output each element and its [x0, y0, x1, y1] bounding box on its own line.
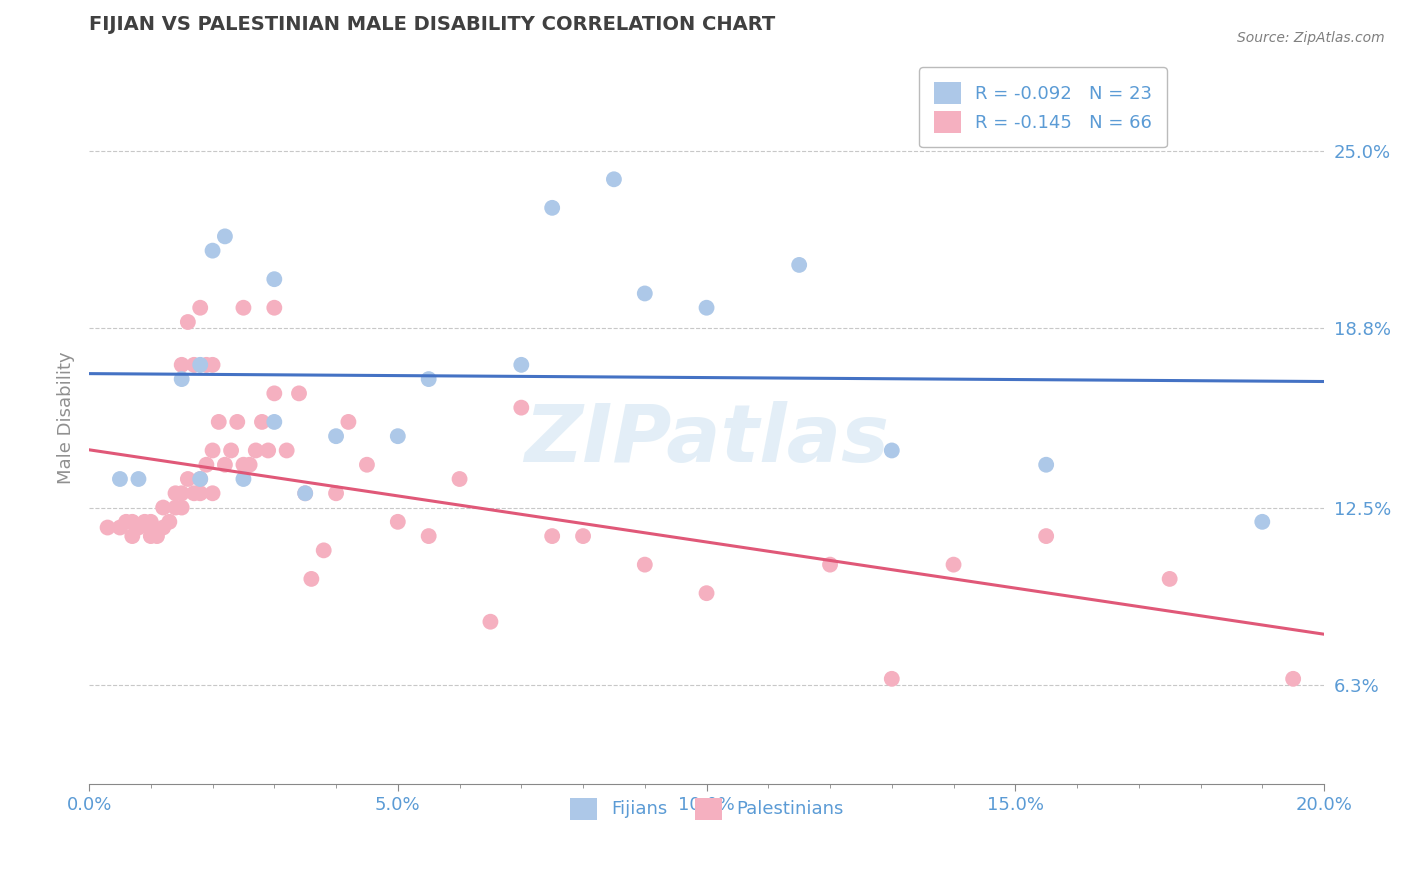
- Point: [276, 443, 298, 458]
- Point: [195, 458, 218, 472]
- Point: [1282, 672, 1305, 686]
- Point: [294, 486, 316, 500]
- Point: [177, 472, 200, 486]
- Point: [1035, 529, 1057, 543]
- Point: [127, 472, 149, 486]
- Point: [245, 443, 267, 458]
- Point: [787, 258, 810, 272]
- Point: [157, 515, 180, 529]
- Point: [312, 543, 335, 558]
- Point: [510, 358, 533, 372]
- Point: [183, 486, 205, 500]
- Legend: Fijians, Palestinians: Fijians, Palestinians: [562, 790, 851, 827]
- Point: [239, 458, 262, 472]
- Point: [97, 520, 120, 534]
- Point: [188, 472, 211, 486]
- Point: [250, 415, 273, 429]
- Point: [479, 615, 502, 629]
- Point: [139, 529, 162, 543]
- Y-axis label: Male Disability: Male Disability: [58, 351, 75, 484]
- Point: [1251, 515, 1274, 529]
- Point: [170, 358, 193, 372]
- Point: [510, 401, 533, 415]
- Point: [1159, 572, 1181, 586]
- Point: [263, 386, 285, 401]
- Point: [201, 486, 224, 500]
- Point: [127, 520, 149, 534]
- Point: [325, 429, 347, 443]
- Point: [201, 358, 224, 372]
- Point: [232, 458, 254, 472]
- Point: [108, 520, 131, 534]
- Point: [356, 458, 378, 472]
- Point: [257, 443, 280, 458]
- Point: [134, 515, 156, 529]
- Point: [201, 443, 224, 458]
- Point: [152, 500, 174, 515]
- Point: [418, 372, 440, 386]
- Point: [214, 458, 236, 472]
- Point: [214, 229, 236, 244]
- Point: [634, 286, 657, 301]
- Point: [263, 272, 285, 286]
- Point: [152, 520, 174, 534]
- Text: Source: ZipAtlas.com: Source: ZipAtlas.com: [1237, 31, 1385, 45]
- Point: [195, 358, 218, 372]
- Point: [139, 515, 162, 529]
- Point: [170, 486, 193, 500]
- Point: [232, 472, 254, 486]
- Point: [1035, 458, 1057, 472]
- Point: [288, 386, 311, 401]
- Point: [165, 500, 187, 515]
- Point: [139, 520, 162, 534]
- Point: [177, 315, 200, 329]
- Point: [572, 529, 595, 543]
- Point: [183, 358, 205, 372]
- Point: [942, 558, 965, 572]
- Point: [170, 500, 193, 515]
- Text: ZIPatlas: ZIPatlas: [524, 401, 889, 479]
- Point: [325, 486, 347, 500]
- Point: [165, 486, 187, 500]
- Point: [232, 301, 254, 315]
- Point: [201, 244, 224, 258]
- Point: [449, 472, 471, 486]
- Point: [170, 372, 193, 386]
- Text: FIJIAN VS PALESTINIAN MALE DISABILITY CORRELATION CHART: FIJIAN VS PALESTINIAN MALE DISABILITY CO…: [89, 15, 775, 34]
- Point: [188, 301, 211, 315]
- Point: [387, 429, 409, 443]
- Point: [818, 558, 841, 572]
- Point: [880, 443, 903, 458]
- Point: [263, 301, 285, 315]
- Point: [696, 301, 718, 315]
- Point: [263, 415, 285, 429]
- Point: [108, 472, 131, 486]
- Point: [188, 486, 211, 500]
- Point: [299, 572, 322, 586]
- Point: [121, 515, 143, 529]
- Point: [337, 415, 360, 429]
- Point: [387, 515, 409, 529]
- Point: [121, 529, 143, 543]
- Point: [634, 558, 657, 572]
- Point: [418, 529, 440, 543]
- Point: [188, 472, 211, 486]
- Point: [294, 486, 316, 500]
- Point: [603, 172, 626, 186]
- Point: [115, 515, 138, 529]
- Point: [880, 672, 903, 686]
- Point: [541, 529, 564, 543]
- Point: [219, 443, 242, 458]
- Point: [146, 529, 169, 543]
- Point: [541, 201, 564, 215]
- Point: [188, 358, 211, 372]
- Point: [696, 586, 718, 600]
- Point: [226, 415, 249, 429]
- Point: [208, 415, 231, 429]
